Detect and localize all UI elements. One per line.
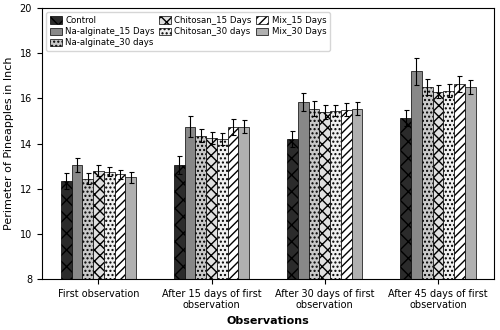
Bar — [465, 87, 475, 330]
Bar — [82, 179, 93, 330]
Bar — [320, 112, 330, 330]
Bar — [174, 165, 184, 330]
Bar — [341, 110, 351, 330]
Bar — [444, 90, 454, 330]
Bar — [72, 165, 83, 330]
Y-axis label: Perimeter of Pineapples in Inch: Perimeter of Pineapples in Inch — [4, 57, 14, 230]
Bar — [206, 138, 217, 330]
Bar — [330, 111, 341, 330]
Bar — [411, 71, 422, 330]
Bar — [61, 181, 72, 330]
Legend: Control, Na-alginate_15 Days, Na-alginate_30 days, Chitosan_15 Days, Chitosan_30: Control, Na-alginate_15 Days, Na-alginat… — [46, 13, 330, 51]
Bar — [298, 102, 308, 330]
Bar — [287, 139, 298, 330]
X-axis label: Observations: Observations — [227, 316, 310, 326]
Bar — [352, 109, 362, 330]
Bar — [93, 171, 104, 330]
Bar — [184, 127, 196, 330]
Bar — [114, 174, 126, 330]
Bar — [308, 109, 320, 330]
Bar — [228, 127, 238, 330]
Bar — [126, 178, 136, 330]
Bar — [454, 84, 465, 330]
Bar — [196, 136, 206, 330]
Bar — [238, 127, 249, 330]
Bar — [400, 117, 411, 330]
Bar — [217, 139, 228, 330]
Bar — [422, 87, 432, 330]
Bar — [104, 172, 115, 330]
Bar — [432, 92, 444, 330]
